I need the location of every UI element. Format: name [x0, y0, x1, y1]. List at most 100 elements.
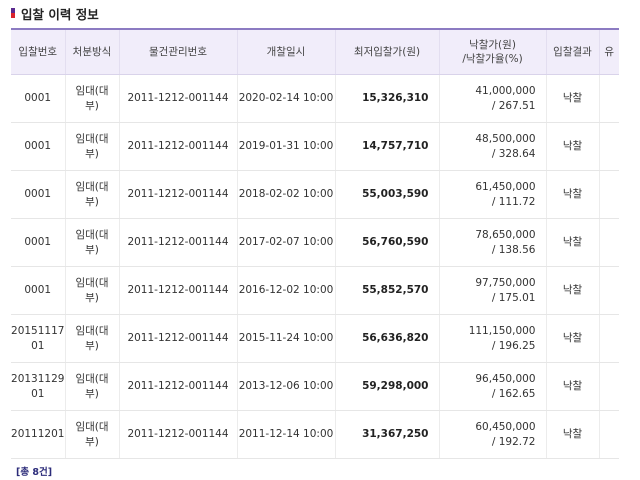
- cell-open-date: 2015-11-24 10:00: [236, 314, 335, 363]
- header-disposal: 처분방식: [64, 28, 119, 75]
- header-open-date: 개찰일시: [236, 28, 335, 75]
- cell-disposal: 임대(대부): [64, 410, 119, 459]
- cell-extra: [598, 218, 619, 267]
- cell-extra: [598, 362, 619, 411]
- table-row: 0001 임대(대부) 2011-1212-001144 2019-01-31 10:…: [11, 122, 619, 171]
- cell-win-price: 97,750,000 / 175.01: [438, 266, 546, 315]
- win-price-value: 111,150,000: [468, 324, 536, 337]
- cell-item-no: 2011-1212-001144: [118, 74, 237, 123]
- cell-win-price: 41,000,000 / 267.51: [438, 74, 546, 123]
- header-bid-no: 입찰번호: [11, 28, 65, 75]
- cell-win-price: 78,650,000 / 138.56: [438, 218, 546, 267]
- header-result: 입찰결과: [545, 28, 599, 75]
- cell-disposal: 임대(대부): [64, 266, 119, 315]
- cell-item-no: 2011-1212-001144: [118, 410, 237, 459]
- header-win-price-line2: /낙찰가율(%): [462, 53, 523, 65]
- table-row: 0001 임대(대부) 2011-1212-001144 2020-02-14 10:…: [11, 74, 619, 123]
- cell-bid-no: 0001: [11, 170, 65, 219]
- win-rate-value: / 138.56: [491, 243, 536, 256]
- header-item-no: 물건관리번호: [118, 28, 237, 75]
- win-rate-value: / 192.72: [491, 435, 536, 448]
- cell-result: 낙찰: [545, 266, 599, 315]
- cell-disposal: 임대(대부): [64, 170, 119, 219]
- cell-result: 낙찰: [545, 74, 599, 123]
- cell-win-price: 111,150,000 / 196.25: [438, 314, 546, 363]
- cell-open-date: 2013-12-06 10:00: [236, 362, 335, 411]
- table-header-row: 입찰번호 처분방식 물건관리번호 개찰일시 최저입찰가(원) 낙찰가(원) /낙…: [11, 28, 619, 75]
- win-rate-value: / 196.25: [491, 339, 536, 352]
- cell-open-date: 2019-01-31 10:00: [236, 122, 335, 171]
- cell-extra: [598, 122, 619, 171]
- win-price-value: 41,000,000: [475, 84, 536, 97]
- cell-win-price: 61,450,000 / 111.72: [438, 170, 546, 219]
- cell-result: 낙찰: [545, 122, 599, 171]
- cell-extra: [598, 170, 619, 219]
- title-marker-icon: [11, 8, 15, 18]
- win-price-value: 78,650,000: [475, 228, 536, 241]
- cell-extra: [598, 266, 619, 315]
- cell-min-price: 15,326,310: [334, 74, 439, 123]
- cell-result: 낙찰: [545, 362, 599, 411]
- cell-extra: [598, 314, 619, 363]
- cell-disposal: 임대(대부): [64, 74, 119, 123]
- win-price-value: 96,450,000: [475, 372, 536, 385]
- win-price-value: 60,450,000: [475, 420, 536, 433]
- cell-min-price: 55,003,590: [334, 170, 439, 219]
- cell-item-no: 2011-1212-001144: [118, 266, 237, 315]
- table-row: 0001 임대(대부) 2011-1212-001144 2017-02-07 10:…: [11, 218, 619, 267]
- cell-open-date: 2018-02-02 10:00: [236, 170, 335, 219]
- header-extra: 유: [598, 28, 619, 75]
- cell-win-price: 96,450,000 / 162.65: [438, 362, 546, 411]
- cell-result: 낙찰: [545, 218, 599, 267]
- bid-history-table-container: 입찰번호 처분방식 물건관리번호 개찰일시 최저입찰가(원) 낙찰가(원) /낙…: [11, 28, 640, 459]
- cell-min-price: 56,636,820: [334, 314, 439, 363]
- win-rate-value: / 328.64: [491, 147, 536, 160]
- cell-open-date: 2016-12-02 10:00: [236, 266, 335, 315]
- cell-min-price: 56,760,590: [334, 218, 439, 267]
- header-win-price-line1: 낙찰가(원): [469, 39, 516, 51]
- cell-bid-no: 20111201: [11, 410, 65, 459]
- win-price-value: 97,750,000: [475, 276, 536, 289]
- cell-extra: [598, 410, 619, 459]
- header-win-price: 낙찰가(원) /낙찰가율(%): [438, 28, 546, 75]
- section-header: 입찰 이력 정보: [11, 3, 99, 23]
- cell-min-price: 55,852,570: [334, 266, 439, 315]
- cell-open-date: 2011-12-14 10:00: [236, 410, 335, 459]
- table-row: 2015111701 임대(대부) 2011-1212-001144 2015-11-…: [11, 314, 619, 363]
- cell-extra: [598, 74, 619, 123]
- cell-bid-no: 0001: [11, 266, 65, 315]
- cell-item-no: 2011-1212-001144: [118, 218, 237, 267]
- cell-bid-no: 0001: [11, 218, 65, 267]
- cell-disposal: 임대(대부): [64, 218, 119, 267]
- table-row: 0001 임대(대부) 2011-1212-001144 2018-02-02 10:…: [11, 170, 619, 219]
- table-row: 20111201 임대(대부) 2011-1212-001144 2011-12-14…: [11, 410, 619, 459]
- win-rate-value: / 111.72: [491, 195, 536, 208]
- cell-win-price: 60,450,000 / 192.72: [438, 410, 546, 459]
- cell-result: 낙찰: [545, 410, 599, 459]
- win-rate-value: / 162.65: [491, 387, 536, 400]
- section-title: 입찰 이력 정보: [21, 6, 99, 22]
- cell-min-price: 59,298,000: [334, 362, 439, 411]
- cell-item-no: 2011-1212-001144: [118, 170, 237, 219]
- cell-bid-no: 0001: [11, 74, 65, 123]
- table-row: 2013112901 임대(대부) 2011-1212-001144 2013-12-…: [11, 362, 619, 411]
- cell-item-no: 2011-1212-001144: [118, 122, 237, 171]
- cell-disposal: 임대(대부): [64, 362, 119, 411]
- table-row: 0001 임대(대부) 2011-1212-001144 2016-12-02 10:…: [11, 266, 619, 315]
- win-rate-value: / 175.01: [491, 291, 536, 304]
- cell-item-no: 2011-1212-001144: [118, 314, 237, 363]
- cell-disposal: 임대(대부): [64, 122, 119, 171]
- cell-open-date: 2020-02-14 10:00: [236, 74, 335, 123]
- cell-bid-no: 2015111701: [11, 314, 65, 363]
- cell-bid-no: 0001: [11, 122, 65, 171]
- total-count: [총 8건]: [16, 467, 53, 478]
- win-rate-value: / 267.51: [491, 99, 536, 112]
- bid-history-table: 입찰번호 처분방식 물건관리번호 개찰일시 최저입찰가(원) 낙찰가(원) /낙…: [11, 28, 619, 459]
- cell-open-date: 2017-02-07 10:00: [236, 218, 335, 267]
- cell-result: 낙찰: [545, 314, 599, 363]
- cell-min-price: 14,757,710: [334, 122, 439, 171]
- cell-bid-no: 2013112901: [11, 362, 65, 411]
- cell-disposal: 임대(대부): [64, 314, 119, 363]
- header-min-price: 최저입찰가(원): [334, 28, 439, 75]
- cell-min-price: 31,367,250: [334, 410, 439, 459]
